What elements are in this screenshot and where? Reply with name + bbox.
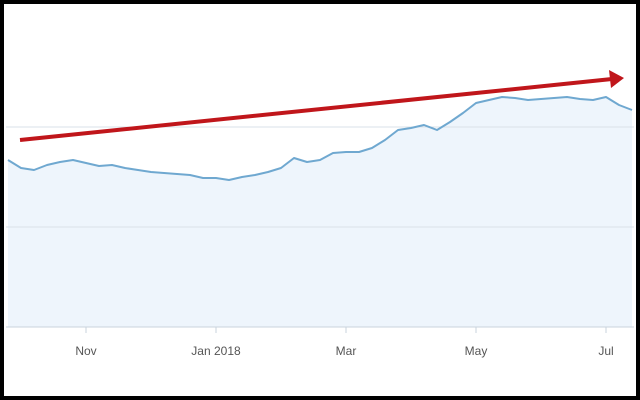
trend-arrow <box>19 70 624 142</box>
x-tick-label: Nov <box>75 344 96 358</box>
line <box>7 96 633 181</box>
arrow-head <box>609 70 624 88</box>
arrow-shaft <box>19 77 613 142</box>
x-tick-label: Mar <box>336 344 357 358</box>
x-tick-label: Jan 2018 <box>191 344 241 358</box>
x-tick-label: May <box>465 344 488 358</box>
x-tick-label: Jul <box>598 344 613 358</box>
plot: Nov Jan 2018 Mar May Jul <box>6 96 634 358</box>
area-fill <box>8 97 632 327</box>
